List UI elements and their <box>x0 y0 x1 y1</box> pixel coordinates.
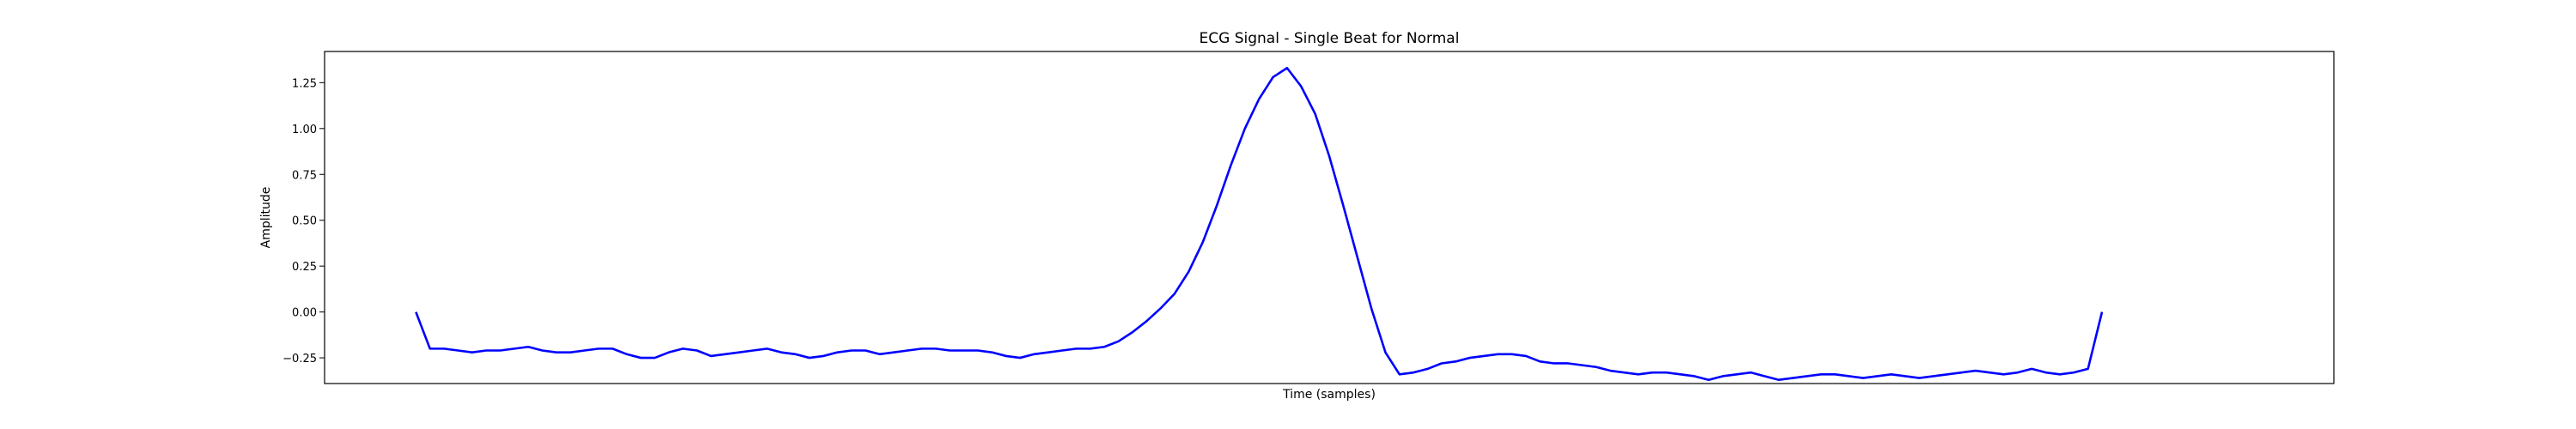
chart-title: ECG Signal - Single Beat for Normal <box>1200 30 1460 47</box>
y-tick-label: 1.25 <box>292 77 317 90</box>
series-line <box>415 66 2104 382</box>
y-tick-label: 0.50 <box>292 215 317 228</box>
y-tick-label: 0.25 <box>292 261 317 274</box>
y-tick-label: 0.75 <box>292 169 317 182</box>
plot-series <box>415 66 2104 382</box>
y-tick-label: 0.00 <box>292 307 317 320</box>
y-axis-label: Amplitude <box>259 187 273 249</box>
y-tick-label: −0.25 <box>283 353 317 366</box>
y-tick-label: 1.00 <box>292 124 317 136</box>
plot-frame <box>324 51 2335 384</box>
y-axis-ticks: −0.25 0.00 0.25 0.50 0.75 1.00 1.25 <box>283 77 325 366</box>
x-axis-label: Time (samples) <box>1282 388 1376 402</box>
